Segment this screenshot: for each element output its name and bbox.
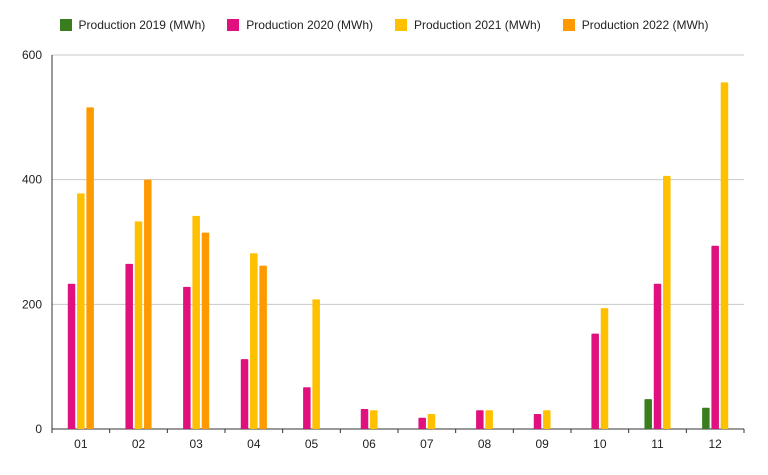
bar-08-series-2: [476, 410, 484, 429]
bar-12-series-1: [702, 407, 710, 429]
x-tick-label: 11: [651, 437, 664, 451]
bar-06-series-3: [370, 410, 378, 429]
y-tick-label: 0: [35, 422, 42, 436]
bar-12-series-3: [720, 82, 729, 429]
bar-03-series-2: [183, 286, 191, 429]
x-tick-label: 02: [132, 437, 146, 451]
bar-07-series-3: [427, 414, 436, 429]
bar-03-series-4: [201, 232, 210, 429]
x-tick-label: 09: [535, 437, 549, 451]
legend-swatch: [227, 19, 240, 31]
legend-item-2: Production 2020 (MWh): [227, 18, 373, 32]
y-tick-label: 400: [22, 173, 42, 187]
legend-item-4: Production 2022 (MWh): [562, 18, 709, 32]
legend-swatch: [59, 19, 72, 31]
legend: Production 2019 (MWh) Production 2020 (MW…: [0, 18, 768, 32]
bar-04-series-2: [240, 359, 249, 429]
bar-07-series-2: [418, 417, 426, 429]
bar-02-series-3: [134, 221, 143, 429]
x-tick-label: 03: [189, 437, 203, 451]
x-tick-label: 01: [74, 437, 88, 451]
bar-01-series-2: [67, 283, 76, 429]
bar-11-series-3: [663, 175, 671, 429]
bar-05-series-3: [312, 299, 320, 429]
bar-04-series-4: [259, 265, 267, 429]
x-tick-label: 04: [247, 437, 261, 451]
bar-11-series-1: [644, 399, 652, 429]
x-tick-label: 12: [708, 437, 722, 451]
bar-09-series-2: [533, 414, 542, 429]
legend-label: Production 2020 (MWh): [246, 18, 373, 32]
bar-11-series-2: [653, 283, 662, 429]
legend-swatch: [395, 19, 407, 31]
legend-label: Production 2021 (MWh): [414, 18, 541, 32]
legend-label: Production 2019 (MWh): [78, 18, 206, 32]
bar-10-series-3: [600, 308, 609, 429]
bar-01-series-4: [86, 107, 94, 430]
bar-06-series-2: [360, 409, 369, 429]
x-tick-label: 06: [362, 437, 376, 451]
bar-01-series-3: [77, 193, 85, 429]
bar-02-series-2: [125, 263, 133, 429]
legend-swatch: [562, 19, 575, 31]
bar-04-series-3: [250, 253, 258, 429]
legend-label: Production 2022 (MWh): [581, 18, 709, 32]
bar-10-series-2: [591, 333, 599, 429]
y-tick-label: 600: [22, 48, 42, 62]
bar-05-series-2: [303, 387, 311, 429]
bar-08-series-3: [485, 410, 493, 429]
bar-09-series-3: [543, 410, 551, 429]
x-tick-label: 05: [305, 437, 319, 451]
bar-12-series-2: [711, 245, 719, 429]
y-tick-label: 200: [22, 297, 42, 311]
bar-02-series-4: [144, 179, 152, 429]
x-tick-label: 10: [593, 437, 607, 451]
x-tick-label: 07: [420, 437, 434, 451]
x-tick-label: 08: [478, 437, 492, 451]
legend-item-1: Production 2019 (MWh): [59, 18, 206, 32]
legend-item-3: Production 2021 (MWh): [395, 18, 541, 32]
bar-03-series-3: [192, 215, 200, 429]
